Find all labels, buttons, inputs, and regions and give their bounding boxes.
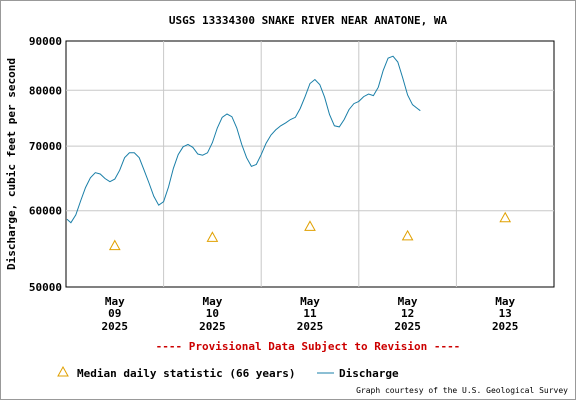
x-tick-year: 2025 <box>394 320 421 333</box>
legend-discharge-label: Discharge <box>339 367 399 380</box>
x-tick-year: 2025 <box>492 320 519 333</box>
grid <box>66 41 554 287</box>
median-marker <box>499 211 512 223</box>
median-marker <box>206 231 219 242</box>
median-series-markers <box>108 211 512 251</box>
y-tick-label: 80000 <box>29 84 62 97</box>
y-tick-label: 60000 <box>29 205 62 218</box>
credit-text: Graph courtesy of the U.S. Geological Su… <box>356 386 568 395</box>
plot-area <box>65 40 555 288</box>
y-tick-label: 90000 <box>29 35 62 48</box>
x-tick-month: May <box>495 295 515 308</box>
x-tick-day: 12 <box>401 307 414 320</box>
legend-median-label: Median daily statistic (66 years) <box>77 367 296 380</box>
x-axis-ticks: May092025May102025May112025May122025May1… <box>102 295 519 333</box>
x-tick-month: May <box>300 295 320 308</box>
provisional-note: ---- Provisional Data Subject to Revisio… <box>156 340 461 353</box>
x-tick-month: May <box>105 295 125 308</box>
x-tick-day: 09 <box>108 307 121 320</box>
x-tick-day: 13 <box>499 307 512 320</box>
x-tick-year: 2025 <box>102 320 129 333</box>
y-axis-label: Discharge, cubic feet per second <box>5 58 18 270</box>
y-tick-label: 50000 <box>29 281 62 294</box>
y-axis-ticks: 90000 80000 70000 60000 50000 <box>29 35 62 294</box>
discharge-series-line <box>66 55 421 224</box>
x-tick-day: 11 <box>303 307 317 320</box>
chart-title: USGS 13334300 SNAKE RIVER NEAR ANATONE, … <box>169 14 448 27</box>
median-marker <box>401 229 414 241</box>
x-tick-month: May <box>398 295 418 308</box>
x-tick-day: 10 <box>206 307 219 320</box>
x-tick-year: 2025 <box>297 320 324 333</box>
y-tick-label: 70000 <box>29 140 62 153</box>
x-tick-month: May <box>202 295 222 308</box>
x-tick-year: 2025 <box>199 320 226 333</box>
median-marker <box>304 220 316 231</box>
legend: Median daily statistic (66 years) Discha… <box>57 365 399 380</box>
legend-triangle-icon <box>57 365 69 377</box>
median-marker <box>108 239 121 251</box>
